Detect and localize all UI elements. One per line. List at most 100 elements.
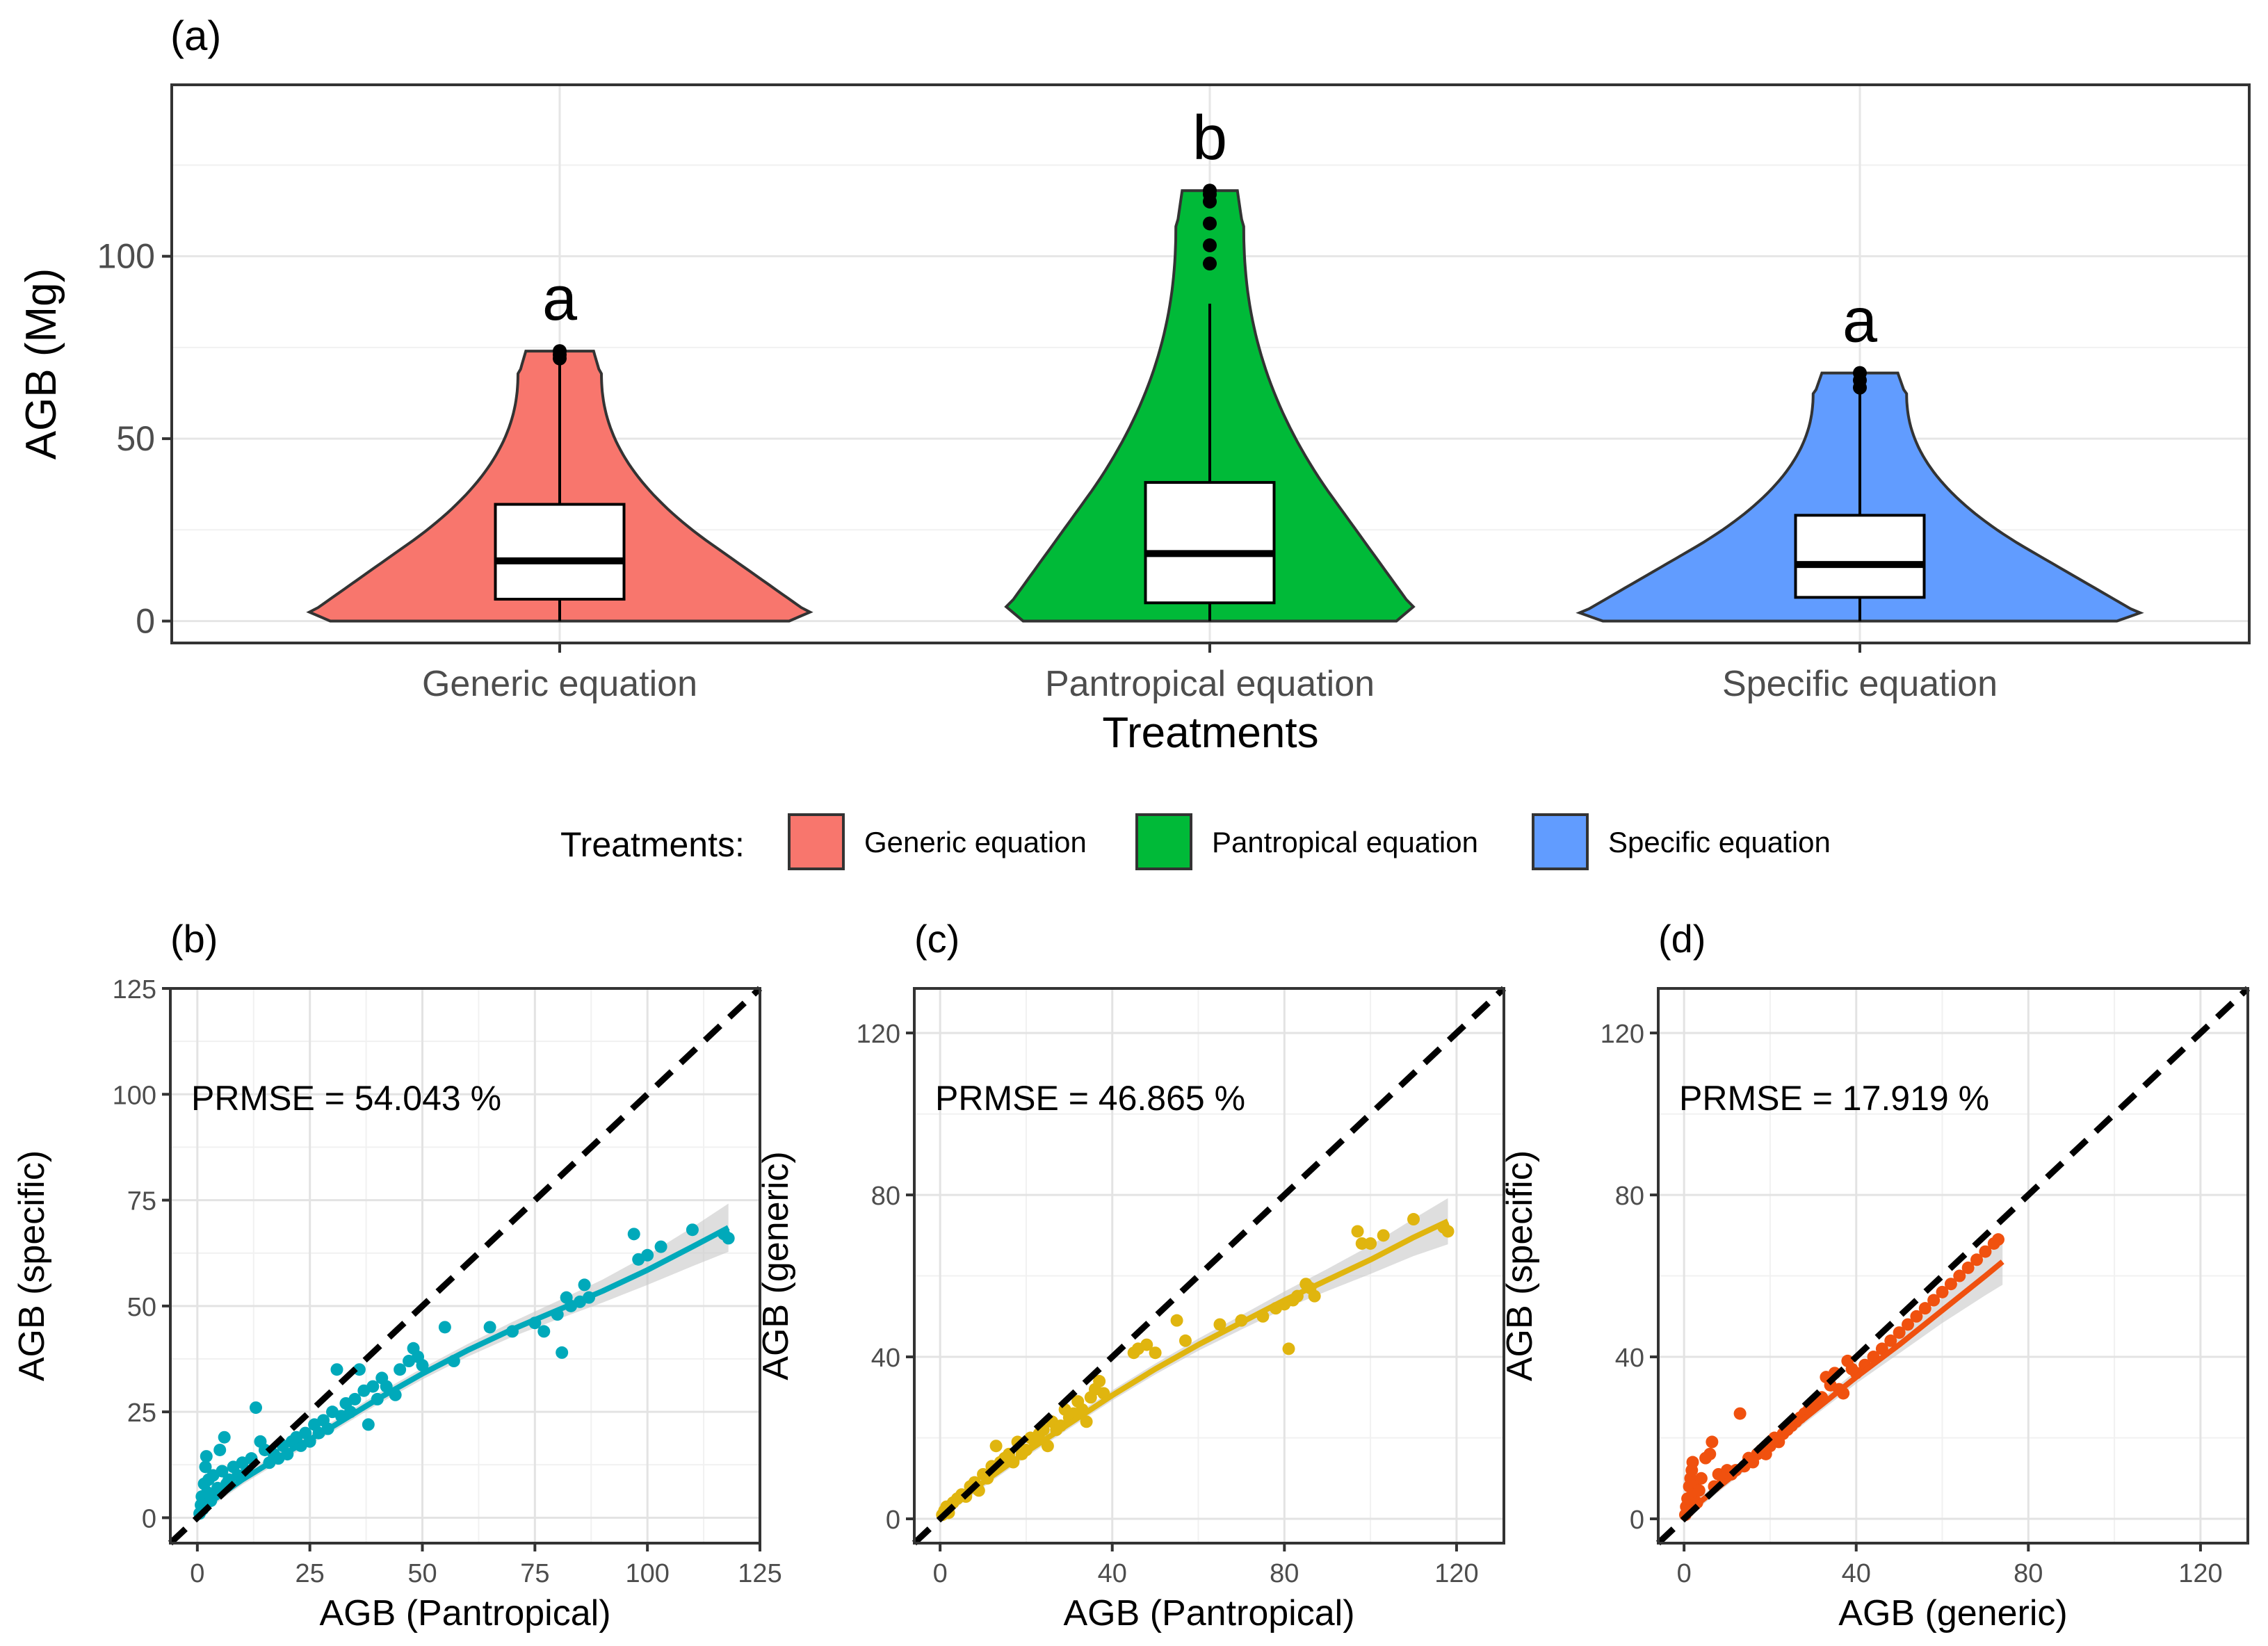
panel-label-d: (d) (1658, 917, 1706, 961)
y-axis-title: AGB (generic) (756, 1151, 796, 1380)
data-point (1407, 1213, 1420, 1226)
data-point (1140, 1338, 1153, 1351)
x-tick-label: Generic equation (422, 664, 697, 704)
plot-border (1657, 987, 2249, 1545)
y-tick-label: 0 (886, 1506, 900, 1535)
data-point (1178, 1334, 1192, 1347)
data-point (1910, 1310, 1923, 1323)
data-point (1936, 1285, 1949, 1298)
x-tick-label: 50 (407, 1559, 437, 1588)
y-axis-title: AGB (Mg) (17, 268, 65, 460)
data-point (1893, 1326, 1906, 1339)
x-tick-label: 120 (2178, 1559, 2222, 1588)
x-tick-label: 25 (295, 1559, 325, 1588)
data-point (353, 1363, 366, 1376)
data-point (362, 1418, 375, 1431)
data-point (1961, 1261, 1975, 1274)
x-tick-label: 80 (1270, 1559, 1299, 1588)
data-point (394, 1363, 407, 1376)
y-tick-label: 125 (113, 975, 156, 1004)
y-tick-label: 80 (1615, 1182, 1644, 1211)
significance-letter: a (542, 264, 578, 334)
data-point (1170, 1314, 1183, 1327)
data-point (1308, 1289, 1321, 1303)
x-axis-title: Treatments (1102, 709, 1318, 757)
y-tick-label: 40 (1615, 1344, 1644, 1373)
outlier-point (1853, 366, 1867, 380)
y-tick-label: 40 (871, 1344, 900, 1373)
identity-line (912, 986, 1507, 1546)
legend: Treatments: Generic equation Pantropical… (560, 813, 1831, 870)
data-point (200, 1450, 213, 1463)
x-tick-label: 75 (520, 1559, 549, 1588)
y-tick-label: 0 (142, 1504, 156, 1533)
data-point (722, 1232, 735, 1245)
y-tick-label: 75 (127, 1187, 156, 1216)
data-point (416, 1359, 429, 1372)
legend-label-pantropical: Pantropical equation (1212, 826, 1478, 858)
panel-label-b: (b) (170, 917, 218, 961)
x-tick-label: 0 (190, 1559, 204, 1588)
x-tick-label: 100 (625, 1559, 669, 1588)
y-axis-title: AGB (specific) (12, 1150, 52, 1381)
confidence-band (940, 1198, 1448, 1520)
legend-key-pantropical (1135, 813, 1192, 870)
data-point (1944, 1278, 1957, 1291)
outlier-point (1203, 216, 1217, 231)
data-point (1692, 1484, 1706, 1497)
data-point (1441, 1225, 1455, 1238)
data-point (1979, 1245, 1992, 1258)
y-tick-label: 120 (857, 1020, 900, 1049)
data-point (686, 1223, 699, 1237)
plot-border (169, 987, 761, 1545)
data-point (1694, 1472, 1708, 1485)
x-axis-title: AGB (generic) (1838, 1593, 2067, 1633)
data-point (1918, 1302, 1931, 1315)
x-tick-label: 125 (738, 1559, 781, 1588)
legend-key-generic (788, 813, 845, 870)
y-tick-label: 50 (127, 1293, 156, 1322)
data-point (348, 1392, 362, 1405)
data-point (366, 1380, 380, 1393)
plot-border (913, 987, 1505, 1545)
x-tick-label: 40 (1842, 1559, 1871, 1588)
data-point (1927, 1294, 1941, 1307)
legend-key-specific (1532, 813, 1589, 870)
data-point (1953, 1269, 1966, 1282)
data-point (249, 1401, 262, 1415)
data-point (578, 1278, 591, 1291)
data-point (1282, 1342, 1295, 1355)
data-point (537, 1325, 551, 1338)
fit-line (938, 1219, 1450, 1517)
legend-title: Treatments: (560, 825, 745, 864)
data-point (1902, 1318, 1915, 1331)
box-1 (1144, 481, 1276, 605)
y-tick-label: 100 (113, 1081, 156, 1110)
data-point (1991, 1233, 2004, 1246)
x-tick-label: 40 (1098, 1559, 1127, 1588)
x-axis-title: AGB (Pantropical) (319, 1593, 610, 1633)
legend-label-generic: Generic equation (864, 826, 1087, 858)
y-tick-label: 100 (97, 237, 155, 276)
data-point (1364, 1237, 1377, 1250)
prmse-annotation: PRMSE = 54.043 % (191, 1079, 501, 1118)
data-point (654, 1240, 667, 1253)
data-point (1080, 1415, 1093, 1428)
data-point (218, 1431, 231, 1444)
data-point (199, 1460, 212, 1474)
y-tick-label: 0 (136, 602, 155, 641)
panel-label-a: (a) (170, 13, 221, 59)
violin-plot-a: a b a 0 50 100 Generic equation Pantropical equ… (17, 83, 2251, 757)
prmse-annotation: PRMSE = 46.865 % (935, 1079, 1245, 1118)
outlier-point (1203, 184, 1217, 198)
data-point (641, 1248, 654, 1262)
fit-line (195, 1225, 730, 1514)
data-point (1706, 1435, 1719, 1449)
data-point (556, 1346, 569, 1359)
data-point (989, 1440, 1003, 1453)
data-point (1686, 1456, 1699, 1469)
data-point (1213, 1318, 1226, 1331)
scatter-plot-c: PRMSE = 46.865 % 0 40 80 120 0 40 80 120 AGB (Pan… (756, 986, 1507, 1633)
outlier-point (1203, 256, 1217, 271)
